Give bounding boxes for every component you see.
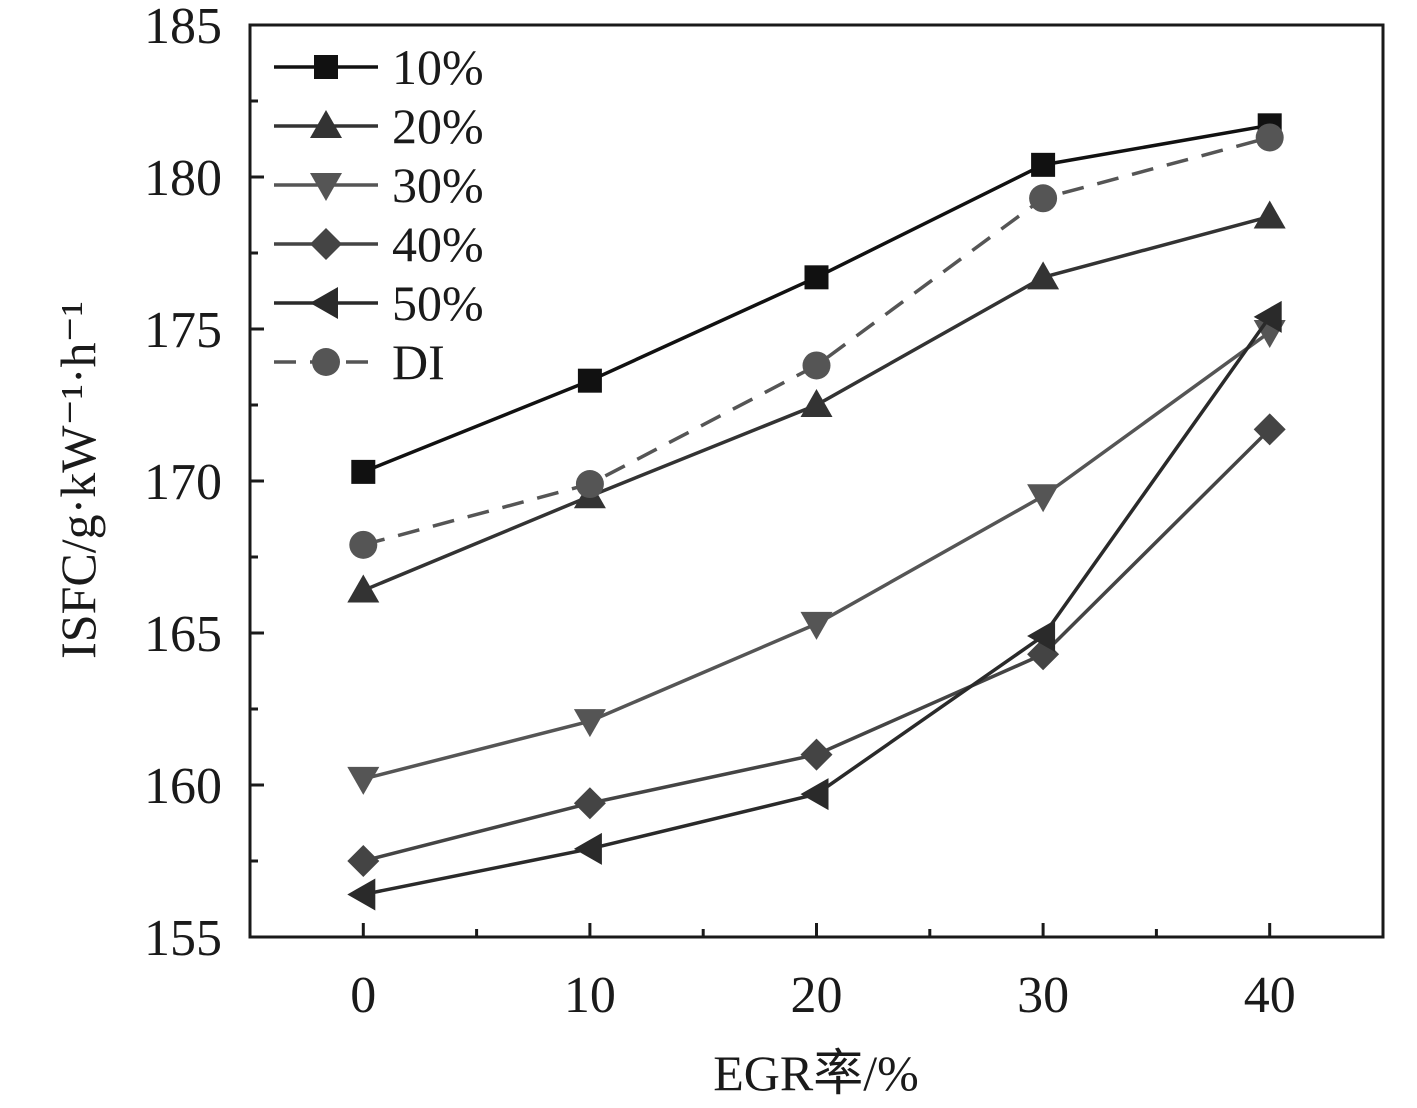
series-line <box>362 123 1271 474</box>
x-tick-label: 0 <box>350 967 376 1024</box>
legend-label: DI <box>392 334 445 390</box>
x-tick-label: 40 <box>1244 967 1296 1024</box>
y-tick-label: 180 <box>144 150 222 207</box>
legend-item: DI <box>274 334 445 390</box>
data-point <box>1029 184 1058 213</box>
data-point <box>575 470 604 499</box>
data-point <box>1253 200 1286 229</box>
series-30pct <box>347 320 1286 795</box>
legend-marker <box>310 173 342 201</box>
y-tick-label: 165 <box>144 606 222 663</box>
data-point <box>347 845 380 877</box>
data-point <box>349 530 378 559</box>
data-point <box>800 611 833 640</box>
legend-marker <box>310 228 342 260</box>
series-layer <box>347 113 1286 911</box>
legend-marker <box>310 287 338 319</box>
legend-item: 40% <box>274 216 484 272</box>
legend-label: 20% <box>392 98 484 154</box>
legend-marker <box>312 348 340 376</box>
data-point <box>351 459 376 484</box>
y-axis-ticks: 155 160 165 170 175 180 185 <box>144 0 264 967</box>
legend-item: 20% <box>274 98 484 154</box>
data-point <box>577 368 602 393</box>
legend: 10%20%30%40%50%DI <box>274 39 484 390</box>
legend-item: 30% <box>274 157 484 213</box>
data-point <box>800 778 829 811</box>
data-point <box>1027 484 1060 513</box>
y-tick-label: 170 <box>144 454 222 511</box>
x-tick-label: 10 <box>564 967 616 1024</box>
y-tick-label: 160 <box>144 758 222 815</box>
data-point <box>1253 300 1282 333</box>
data-point <box>800 738 833 771</box>
x-tick-label: 30 <box>1017 967 1069 1024</box>
legend-label: 40% <box>392 216 484 272</box>
data-point <box>800 389 833 417</box>
legend-label: 50% <box>392 275 484 331</box>
data-point <box>1027 620 1056 653</box>
series-40pct <box>347 413 1286 877</box>
data-point <box>802 351 831 380</box>
x-axis-title: EGR率/% <box>713 1045 919 1101</box>
data-point <box>1253 413 1286 446</box>
series-di <box>349 123 1284 559</box>
data-point <box>1255 123 1284 152</box>
legend-marker <box>314 55 338 79</box>
x-tick-label: 20 <box>791 967 843 1024</box>
data-point <box>347 878 376 911</box>
y-tick-label: 155 <box>144 910 222 967</box>
series-line <box>362 135 1271 547</box>
data-point <box>573 832 602 865</box>
data-point <box>804 265 829 290</box>
series-20pct <box>347 200 1286 603</box>
y-axis-title: ISFC/g·kW⁻¹·h⁻¹ <box>50 301 106 659</box>
data-point <box>573 709 606 738</box>
legend-item: 10% <box>274 39 484 95</box>
series-50pct <box>347 300 1282 911</box>
data-point <box>347 574 380 603</box>
y-tick-label: 175 <box>144 302 222 359</box>
legend-item: 50% <box>274 275 484 331</box>
data-point <box>573 787 606 820</box>
legend-label: 30% <box>392 157 484 213</box>
data-point <box>1031 152 1056 177</box>
y-tick-label: 185 <box>144 0 222 55</box>
data-point <box>1027 261 1060 290</box>
x-axis-ticks: 0 10 20 30 40 <box>350 923 1296 1024</box>
series-10pct <box>351 113 1282 484</box>
legend-label: 10% <box>392 39 484 95</box>
legend-marker <box>310 110 342 138</box>
data-point <box>347 766 380 795</box>
